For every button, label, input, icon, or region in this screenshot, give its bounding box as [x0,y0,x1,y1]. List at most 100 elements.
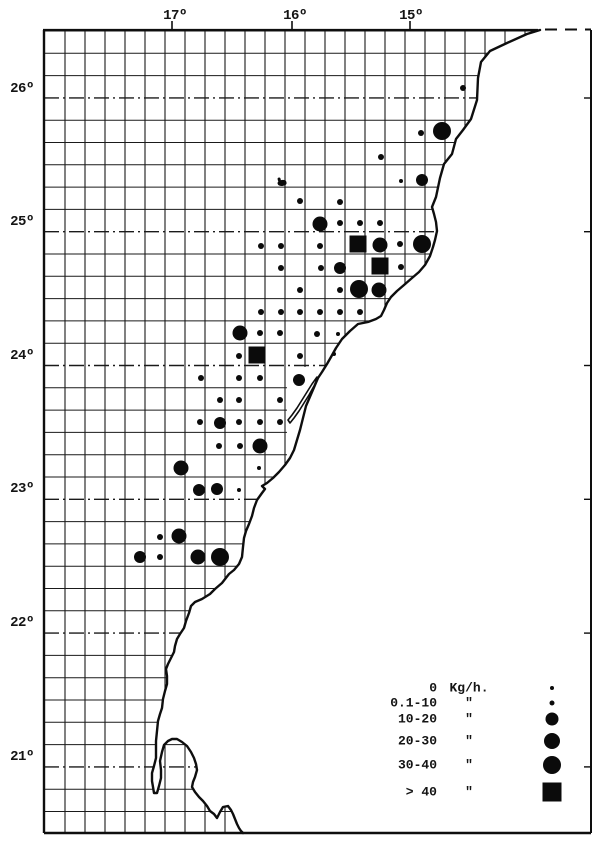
map-border [42,28,592,835]
catch-marker [297,198,303,204]
catch-marker [190,549,206,565]
catch-marker [237,443,243,449]
latitude-label: 21º [10,749,34,765]
catch-marker [278,309,284,315]
catch-marker [248,346,266,364]
legend-ditto-mark: " [465,733,473,749]
legend-ditto-mark: " [465,695,473,711]
catch-marker [357,220,363,226]
catch-marker [236,397,242,403]
legend-range-label: 30-40 [397,757,437,773]
catch-marker [237,488,241,492]
catch-marker [371,257,389,275]
catch-marker [297,309,303,315]
catch-marker [236,353,242,359]
catch-marker [257,466,261,470]
catch-marker [398,264,404,270]
catch-marker [278,265,284,271]
catch-marker [217,397,223,403]
catch-marker [171,528,187,544]
catch-marker [258,243,264,249]
legend-dot-symbol [549,700,555,706]
catch-marker [257,419,263,425]
catch-marker [397,241,403,247]
catch-marker [337,199,343,205]
catch-marker [378,154,384,160]
catch-marker [371,282,387,298]
catch-marker [317,309,323,315]
legend-dot-symbol [550,686,554,690]
degree-ticks [171,21,591,768]
legend-range-label: 10-20 [397,711,437,727]
legend-square-symbol [542,782,562,802]
catch-marker [211,483,223,495]
longitude-label: 16º [283,8,307,24]
catch-marker [252,438,268,454]
catch-marker [332,352,336,356]
sand-spit [287,376,318,424]
catch-marker [350,280,368,298]
catch-marker [334,262,346,274]
land-area [152,30,591,833]
catch-marker [357,309,363,315]
catch-marker [232,325,248,341]
legend-range-label: > 40 [405,784,437,800]
catch-marker [314,331,320,337]
catch-marker [297,287,303,293]
coastline [150,28,542,835]
catch-marker [278,243,284,249]
catch-marker [318,265,324,271]
catch-marker [337,220,343,226]
catch-marker [416,174,428,186]
catch-marker [198,375,204,381]
latitude-label: 26º [10,81,34,97]
latitude-label: 23º [10,481,34,497]
catch-marker [197,419,203,425]
catch-marker [293,374,305,386]
catch-marker [460,85,466,91]
catch-marker [413,235,431,253]
catch-marker [317,243,323,249]
catch-marker [277,330,283,336]
latitude-label: 22º [10,615,34,631]
catch-marker [134,551,146,563]
legend-ditto-mark: " [465,784,473,800]
legend-dot-symbol [543,756,561,774]
longitude-label: 15º [399,8,423,24]
catch-marker [312,216,328,232]
catch-marker [216,443,222,449]
catch-marker [337,287,343,293]
catch-marker [418,130,424,136]
longitude-label: 17º [163,8,187,24]
catch-marker [236,419,242,425]
catch-marker [433,122,451,140]
catch-marker [377,220,383,226]
legend-ditto-mark: " [465,711,473,727]
latitude-label: 24º [10,348,34,364]
catch-marker [336,332,340,336]
catch-marker [258,309,264,315]
catch-marker [214,417,226,429]
catch-marker [337,309,343,315]
catch-marker [372,237,388,253]
catch-marker [399,179,403,183]
legend-unit-label: Kg/h. [449,680,489,696]
legend-ditto-mark: " [465,757,473,773]
catch-marker [211,548,229,566]
legend-range-label: 0.1-10 [390,695,437,711]
legend-dot-symbol [545,712,559,726]
catch-marker [193,484,205,496]
legend-range-label: 20-30 [397,733,437,749]
catch-marker [157,534,163,540]
catch-marker [236,375,242,381]
legend-dot-symbol [544,733,560,749]
latitude-label: 25º [10,214,34,230]
legend-range-label: 0 [429,680,437,696]
catch-marker [173,460,189,476]
catch-marker [277,419,283,425]
catch-marker [297,353,303,359]
